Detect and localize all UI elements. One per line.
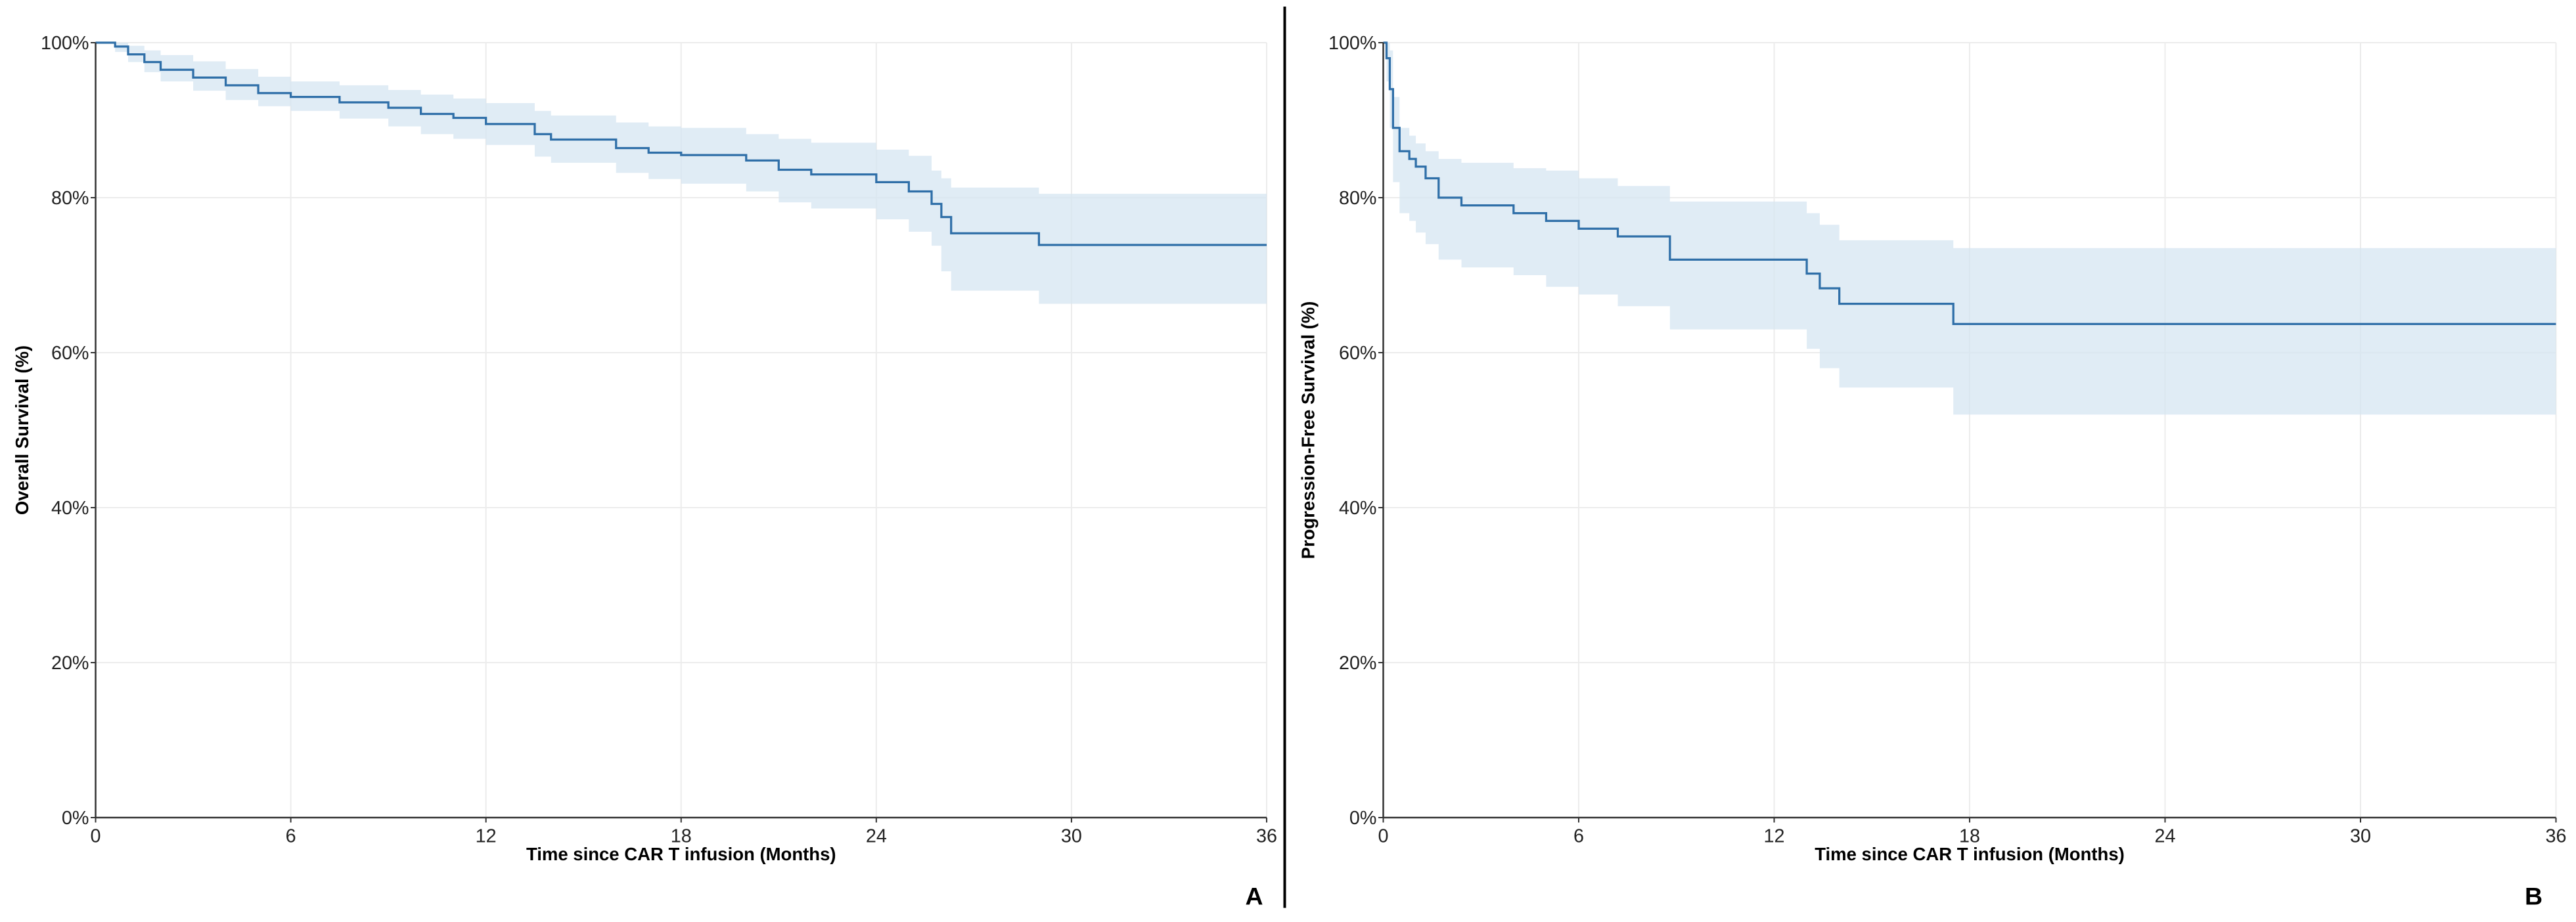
- y-tick-label: 20%: [1339, 653, 1377, 674]
- y-tick-label: 40%: [51, 498, 89, 519]
- panel-a-overall-survival: 0 6 12 18 24 30 36 0% 20% 40% 60% 80% 100% Time sinc…: [12, 33, 1277, 910]
- y-tick-label: 100%: [41, 33, 89, 54]
- x-tick-label: 18: [1959, 826, 1980, 847]
- x-tick-label: 0: [90, 826, 101, 847]
- x-axis-title: Time since CAR T infusion (Months): [1815, 844, 2125, 864]
- y-tick-label: 0%: [62, 808, 89, 829]
- y-tick-label: 60%: [51, 343, 89, 364]
- x-axis-title: Time since CAR T infusion (Months): [526, 844, 836, 864]
- y-tick-label: 80%: [1339, 188, 1377, 209]
- plot-area: 0 6 12 18 24 30 36 0% 20% 40% 60% 80% 100%: [41, 33, 1277, 847]
- x-tick-label: 36: [2546, 826, 2567, 847]
- panel-b-progression-free-survival: 0 6 12 18 24 30 36 0% 20% 40% 60% 80% 100% Time sinc…: [1298, 33, 2567, 910]
- y-axis-title: Overall Survival (%): [12, 345, 32, 515]
- panel-label: B: [2525, 883, 2542, 910]
- x-tick-label: 18: [671, 826, 692, 847]
- y-tick-label: 40%: [1339, 498, 1377, 519]
- y-tick-label: 20%: [51, 653, 89, 674]
- y-tick-label: 100%: [1328, 33, 1377, 54]
- plot-area: 0 6 12 18 24 30 36 0% 20% 40% 60% 80% 100%: [1328, 33, 2567, 847]
- x-tick-label: 24: [866, 826, 887, 847]
- survival-curve: [95, 41, 1267, 246]
- x-tick-label: 36: [1256, 826, 1277, 847]
- x-tick-label: 24: [2155, 826, 2176, 847]
- y-tick-label: 0%: [1349, 808, 1377, 829]
- x-tick-label: 6: [1573, 826, 1584, 847]
- x-tick-label: 30: [1061, 826, 1082, 847]
- confidence-band: [1383, 43, 2556, 415]
- y-tick-label: 80%: [51, 188, 89, 209]
- survival-curve: [1383, 41, 2556, 325]
- x-tick-label: 12: [1764, 826, 1785, 847]
- panel-label: A: [1246, 883, 1263, 910]
- x-tick-label: 0: [1378, 826, 1389, 847]
- y-axis-title: Progression-Free Survival (%): [1298, 301, 1319, 560]
- y-tick-label: 60%: [1339, 343, 1377, 364]
- x-tick-label: 12: [476, 826, 497, 847]
- x-tick-label: 6: [286, 826, 296, 847]
- x-tick-label: 30: [2350, 826, 2371, 847]
